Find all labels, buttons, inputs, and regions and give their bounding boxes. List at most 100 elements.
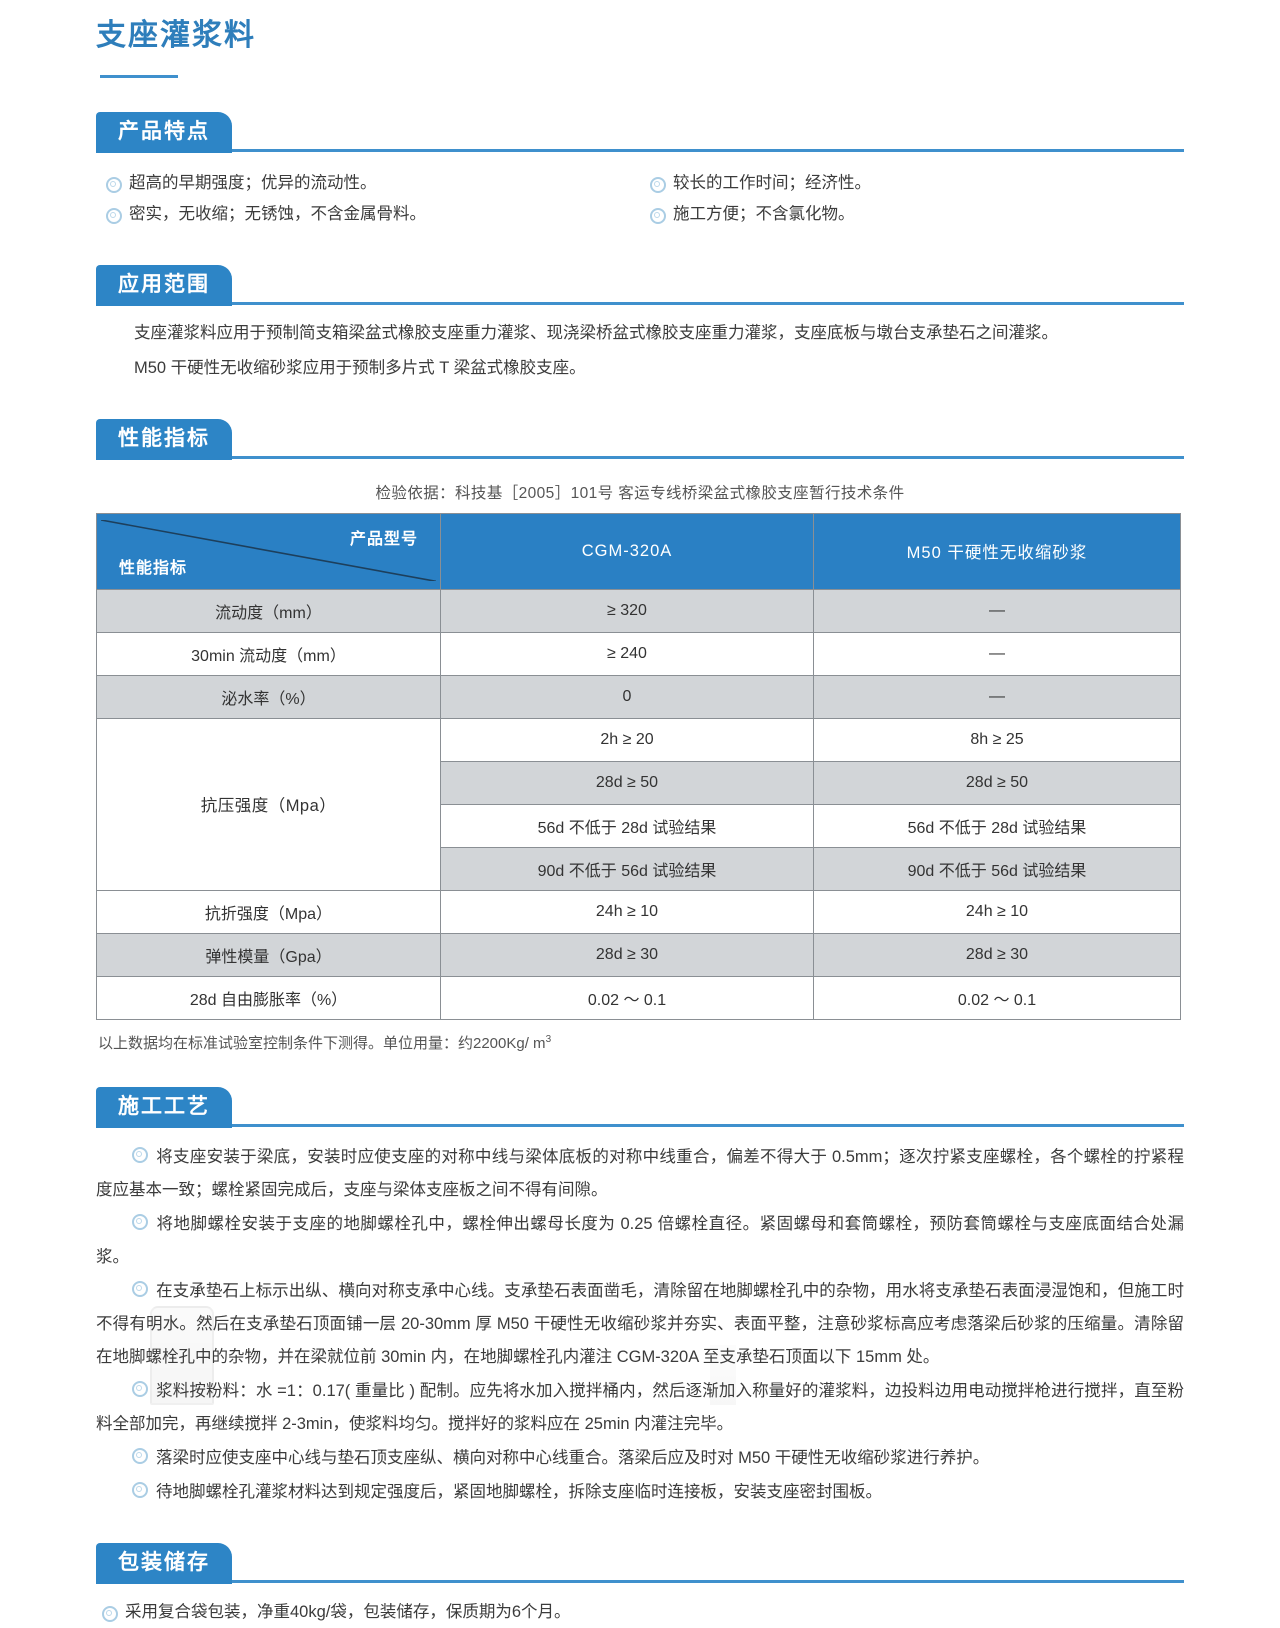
paragraph: M50 干硬性无收缩砂浆应用于预制多片式 T 梁盆式橡胶支座。 [134, 358, 586, 377]
table-footnote-superscript: 3 [545, 1033, 552, 1045]
circle-bullet-icon [132, 1146, 148, 1163]
page-title: 支座灌浆料 [96, 19, 256, 52]
list-item: 超高的早期强度；优异的流动性。 [96, 168, 640, 199]
background-watermark-secondary [710, 1345, 736, 1405]
circle-bullet-icon [132, 1213, 148, 1230]
cell-value: 8h ≥ 25 [813, 717, 1181, 762]
section-rule-performance [96, 455, 1184, 459]
circle-bullet-icon [132, 1380, 148, 1397]
list-item-label: 较长的工作时间；经济性。 [673, 174, 871, 192]
circle-bullet-icon [102, 1605, 118, 1622]
section-header-scope: 应用范围 [96, 264, 1184, 306]
table-row: 28d 自由膨胀率（%） 0.02 ～ 0.1 0.02 ～ 0.1 [96, 975, 1181, 1020]
section-tab-scope: 应用范围 [96, 264, 232, 306]
diagonal-header-cell: 产品型号 性能指标 [96, 512, 441, 590]
cell-value: 28d ≥ 50 [440, 760, 814, 805]
cell-value: 56d 不低于 28d 试验结果 [440, 803, 814, 848]
section-tab-packaging: 包装储存 [96, 1542, 232, 1584]
cell-value: 0 [440, 674, 814, 719]
test-basis-caption: 检验依据：科技基［2005］101号 客运专线桥梁盆式橡胶支座暂行技术条件 [375, 484, 905, 502]
section-header-packaging: 包装储存 [96, 1542, 1184, 1584]
section-header-performance: 性能指标 [96, 418, 1184, 460]
construction-step-text: 在支承垫石上标示出纵、横向对称支承中心线。支承垫石表面凿毛，清除留在地脚螺栓孔中… [96, 1281, 1184, 1366]
table-row: 弹性模量（Gpa） 28d ≥ 30 28d ≥ 30 [96, 932, 1181, 977]
row-label-compressive-strength: 抗压强度（Mpa） [96, 717, 441, 891]
cell-value: 28d ≥ 50 [813, 760, 1181, 805]
table-row: 流动度（mm） ≥ 320 — [96, 588, 1181, 633]
diagonal-divider-icon [101, 519, 436, 582]
column-header-m50: M50 干硬性无收缩砂浆 [813, 512, 1181, 590]
table-row: 抗折强度（Mpa） 24h ≥ 10 24h ≥ 10 [96, 889, 1181, 934]
section-rule-features [96, 149, 1184, 152]
row-label: 30min 流动度（mm） [96, 631, 441, 676]
list-item: 较长的工作时间；经济性。 [640, 168, 1184, 199]
cell-value: 0.02 ～ 0.1 [440, 975, 814, 1020]
circle-bullet-icon [132, 1280, 148, 1297]
construction-step-text: 落梁时应使支座中心线与垫石顶支座纵、横向对称中心线重合。落梁后应及时对 M50 … [156, 1448, 990, 1467]
product-datasheet-page: 支座灌浆料 产品特点 超高的早期强度；优异的流动性。 密实，无收缩；无锈蚀，不含… [96, 19, 1184, 1622]
cell-value: 24h ≥ 10 [440, 889, 814, 934]
table-header-row: 产品型号 性能指标 CGM-320A M50 干硬性无收缩砂浆 [96, 512, 1181, 590]
section-rule-packaging [96, 1579, 1184, 1583]
cell-value: 90d 不低于 56d 试验结果 [440, 846, 814, 891]
cell-value: — [813, 588, 1181, 633]
cell-value: 2h ≥ 20 [440, 717, 814, 762]
scope-paragraphs: 支座灌浆料应用于预制简支箱梁盆式橡胶支座重力灌浆、现浇梁桥盆式橡胶支座重力灌浆，… [96, 317, 1184, 385]
list-item: 密实，无收缩；无锈蚀，不含金属骨料。 [96, 199, 640, 230]
packaging-list: 采用复合袋包装，净重40kg/袋，包装储存，保质期为6个月。 [96, 1597, 1184, 1628]
construction-step: 将支座安装于梁底，安装时应使支座的对称中线与梁体底板的对称中线重合，偏差不得大于… [96, 1141, 1184, 1207]
features-column-left: 超高的早期强度；优异的流动性。 密实，无收缩；无锈蚀，不含金属骨料。 [96, 168, 640, 231]
list-item-label: 密实，无收缩；无锈蚀，不含金属骨料。 [129, 205, 426, 224]
construction-step-text: 浆料按粉料：水 =1：0.17( 重量比 ) 配制。应先将水加入搅拌桶内，然后逐… [96, 1381, 1184, 1433]
table-footnote: 以上数据均在标准试验室控制条件下测得。单位用量：约2200Kg/ m3 [96, 1032, 1184, 1053]
section-tab-performance: 性能指标 [96, 418, 232, 460]
cell-value: 56d 不低于 28d 试验结果 [813, 803, 1181, 848]
section-rule-construction [96, 1123, 1184, 1127]
section-header-construction: 施工工艺 [96, 1086, 1184, 1128]
section-tab-construction: 施工工艺 [96, 1086, 232, 1128]
features-column-right: 较长的工作时间；经济性。 施工方便；不含氯化物。 [640, 168, 1184, 231]
features-list: 超高的早期强度；优异的流动性。 密实，无收缩；无锈蚀，不含金属骨料。 较长的工作… [96, 168, 1184, 231]
row-label: 泌水率（%） [96, 674, 441, 719]
cell-value: 90d 不低于 56d 试验结果 [813, 846, 1181, 891]
table-row: 抗压强度（Mpa） 2h ≥ 20 8h ≥ 25 [96, 717, 1181, 891]
list-item: 施工方便；不含氯化物。 [640, 199, 1184, 230]
column-header-cgm320a: CGM-320A [440, 512, 814, 590]
paragraph: 支座灌浆料应用于预制简支箱梁盆式橡胶支座重力灌浆、现浇梁桥盆式橡胶支座重力灌浆，… [134, 323, 1058, 342]
construction-step: 浆料按粉料：水 =1：0.17( 重量比 ) 配制。应先将水加入搅拌桶内，然后逐… [96, 1375, 1184, 1441]
construction-step-text: 将地脚螺栓安装于支座的地脚螺栓孔中，螺栓伸出螺母长度为 0.25 倍螺栓直径。紧… [96, 1214, 1184, 1266]
list-item-label: 采用复合袋包装，净重40kg/袋，包装储存，保质期为6个月。 [125, 1602, 571, 1621]
construction-step: 待地脚螺栓孔灌浆材料达到规定强度后，紧固地脚螺栓，拆除支座临时连接板，安装支座密… [96, 1476, 1184, 1509]
circle-bullet-icon [106, 208, 122, 225]
column-axis-label: 产品型号 [349, 530, 418, 548]
construction-steps: 将支座安装于梁底，安装时应使支座的对称中线与梁体底板的对称中线重合，偏差不得大于… [96, 1141, 1184, 1509]
row-label: 弹性模量（Gpa） [96, 932, 441, 977]
table-footnote-text: 以上数据均在标准试验室控制条件下测得。单位用量：约2200Kg/ m [98, 1034, 546, 1052]
construction-step: 在支承垫石上标示出纵、横向对称支承中心线。支承垫石表面凿毛，清除留在地脚螺栓孔中… [96, 1275, 1184, 1374]
table-row: 90d 不低于 56d 试验结果 90d 不低于 56d 试验结果 [97, 846, 1181, 891]
section-rule-scope [96, 301, 1184, 305]
row-axis-label: 性能指标 [119, 559, 188, 577]
list-item-label: 施工方便；不含氯化物。 [673, 205, 855, 224]
table-row: 28d ≥ 50 28d ≥ 50 [97, 760, 1181, 805]
cell-value: 0.02 ～ 0.1 [813, 975, 1181, 1020]
construction-step-text: 待地脚螺栓孔灌浆材料达到规定强度后，紧固地脚螺栓，拆除支座临时连接板，安装支座密… [156, 1482, 882, 1501]
background-watermark [150, 1306, 214, 1405]
row-label: 抗折强度（Mpa） [96, 889, 441, 934]
cell-value: ≥ 320 [440, 588, 814, 633]
table-row: 56d 不低于 28d 试验结果 56d 不低于 28d 试验结果 [97, 803, 1181, 848]
circle-bullet-icon [132, 1447, 148, 1464]
section-tab-features: 产品特点 [96, 112, 232, 154]
list-item: 采用复合袋包装，净重40kg/袋，包装储存，保质期为6个月。 [102, 1597, 1184, 1628]
circle-bullet-icon [650, 208, 666, 225]
cell-value: 28d ≥ 30 [440, 932, 814, 977]
list-item-label: 超高的早期强度；优异的流动性。 [129, 174, 377, 192]
cell-value: — [813, 631, 1181, 676]
performance-spec-table: 产品型号 性能指标 CGM-320A M50 干硬性无收缩砂浆 流动度（mm） … [96, 512, 1181, 1020]
circle-bullet-icon [650, 177, 666, 193]
circle-bullet-icon [106, 177, 122, 193]
table-row: 泌水率（%） 0 — [96, 674, 1181, 719]
row-label: 流动度（mm） [96, 588, 441, 633]
row-label: 28d 自由膨胀率（%） [96, 975, 441, 1020]
cell-value: — [813, 674, 1181, 719]
